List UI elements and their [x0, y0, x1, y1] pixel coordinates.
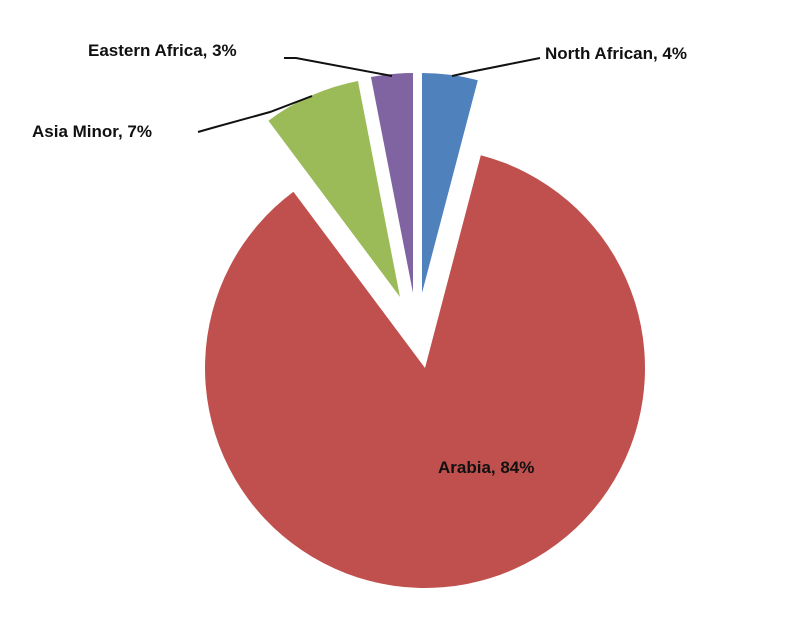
pie-slice-north-african — [422, 73, 478, 293]
label-arabia: Arabia, 84% — [438, 458, 534, 477]
label-asia-minor: Asia Minor, 7% — [32, 122, 152, 141]
label-north-african: North African, 4% — [545, 44, 687, 63]
label-eastern-africa: Eastern Africa, 3% — [88, 41, 237, 60]
leader-line-asia-minor — [197, 95, 313, 133]
leader-line-eastern-africa — [284, 57, 393, 77]
pie-slice-eastern-africa — [370, 73, 413, 293]
pie-slice-arabia — [204, 155, 645, 588]
pie-slice-asia-minor — [268, 81, 400, 298]
leader-line-north-african — [451, 57, 541, 77]
